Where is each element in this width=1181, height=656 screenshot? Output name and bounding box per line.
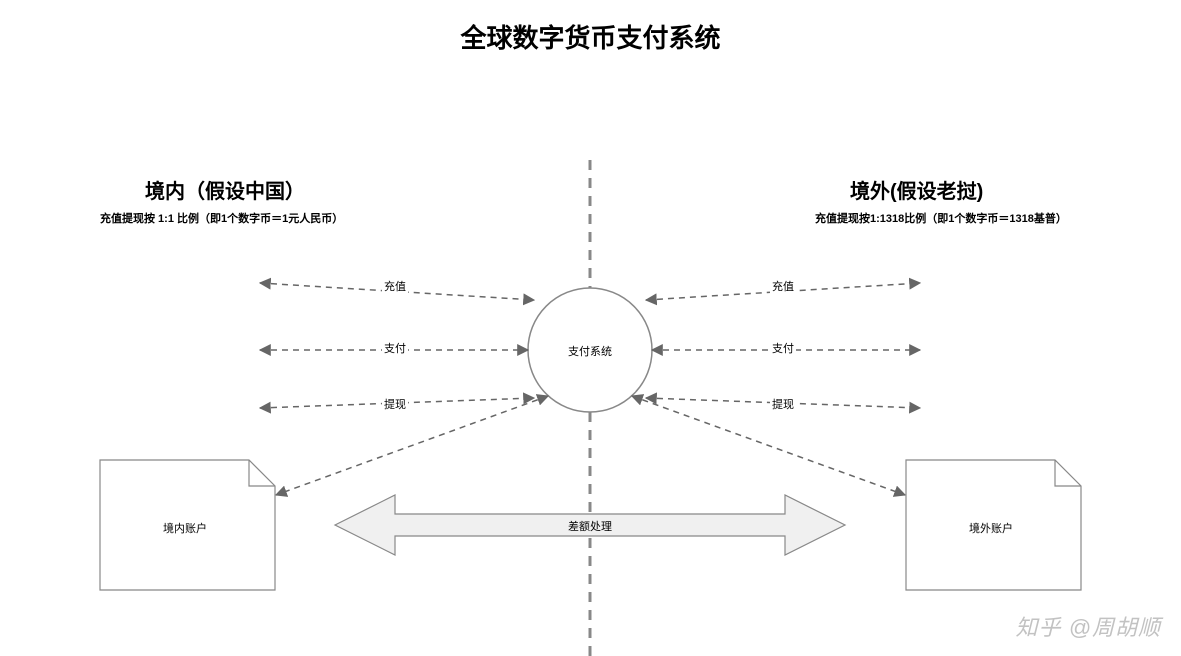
edge-diag-left (276, 396, 548, 495)
right-subtext: 充值提现按1:1318比例（即1个数字币＝1318基普） (815, 210, 1067, 226)
left-account-label: 境内账户 (163, 520, 207, 536)
center-node-label: 支付系统 (568, 343, 612, 359)
edge-diag-right (632, 396, 905, 495)
right-heading: 境外(假设老挝) (850, 175, 983, 204)
watermark: 知乎 @周胡顺 (1016, 610, 1161, 642)
label-right-withdraw: 提现 (770, 396, 796, 412)
label-left-recharge: 充值 (382, 278, 408, 294)
page-title: 全球数字货币支付系统 (0, 18, 1181, 55)
left-heading: 境内（假设中国） (145, 175, 305, 204)
difference-label: 差额处理 (568, 518, 612, 534)
label-left-withdraw: 提现 (382, 396, 408, 412)
label-right-pay: 支付 (770, 340, 796, 356)
label-right-recharge: 充值 (770, 278, 796, 294)
right-account-label: 境外账户 (969, 520, 1013, 536)
left-subtext: 充值提现按 1:1 比例（即1个数字币＝1元人民币） (100, 210, 343, 226)
diagram-canvas (0, 0, 1181, 656)
label-left-pay: 支付 (382, 340, 408, 356)
